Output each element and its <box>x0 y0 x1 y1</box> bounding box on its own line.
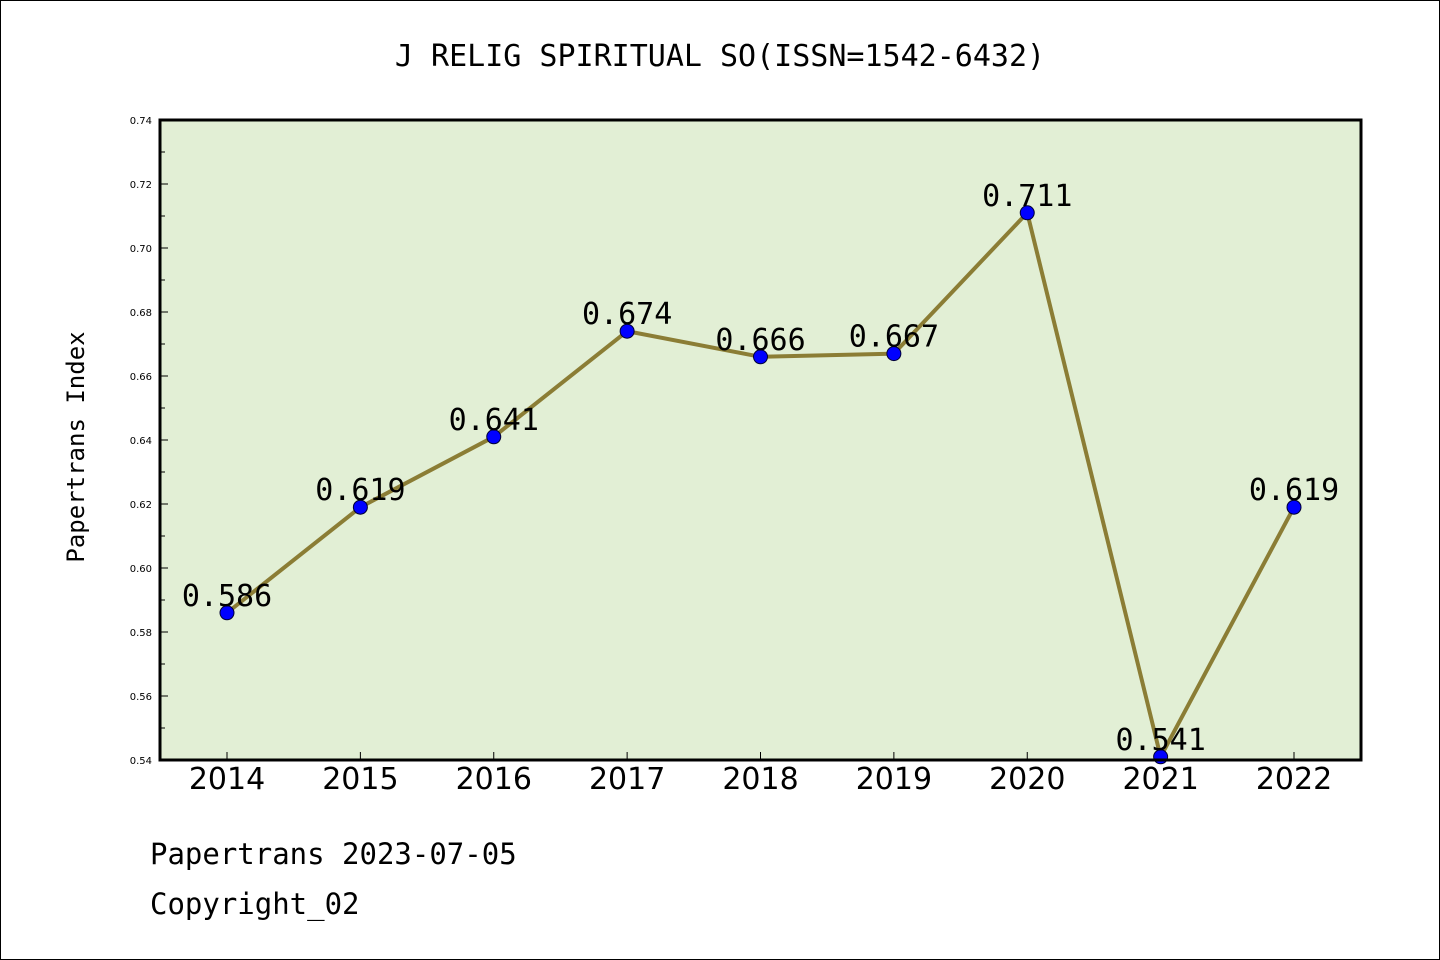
y-axis: 0.54 0.56 0.58 0.60 0.62 0.64 0.66 0.68 0.70 0.72… <box>130 116 168 767</box>
y-tick-label: 0.64 <box>130 436 152 447</box>
data-label: 0.619 <box>315 473 405 508</box>
y-tick-label: 0.74 <box>130 116 152 127</box>
data-point <box>1286 499 1302 515</box>
y-tick-label: 0.58 <box>130 628 152 639</box>
data-label: 0.641 <box>449 403 539 438</box>
x-tick-label: 2016 <box>456 762 532 797</box>
chart-title: J RELIG SPIRITUAL SO(ISSN=1542-6432) <box>395 39 1045 74</box>
footer-date: Papertrans 2023-07-05 <box>150 837 517 871</box>
data-label: 0.619 <box>1249 473 1339 508</box>
data-point <box>886 346 902 362</box>
y-tick-label: 0.66 <box>130 372 152 383</box>
x-tick-label: 2014 <box>189 762 265 797</box>
data-labels: 0.586 0.619 0.641 0.674 0.666 0.667 0.711 0.541… <box>182 179 1339 758</box>
y-tick-label: 0.62 <box>130 500 152 511</box>
footer-copyright: Copyright_02 <box>150 887 360 922</box>
data-point <box>219 605 235 621</box>
x-tick-label: 2020 <box>989 762 1065 797</box>
plot-border <box>158 118 1363 762</box>
data-point <box>1019 205 1035 221</box>
plot-area <box>160 120 1361 760</box>
x-tick-label: 2022 <box>1256 762 1332 797</box>
y-tick-label: 0.68 <box>130 308 152 319</box>
y-tick-label: 0.70 <box>130 244 152 255</box>
data-label: 0.666 <box>715 323 805 358</box>
y-axis-label: Papertrans Index <box>62 331 90 562</box>
data-label: 0.711 <box>982 179 1072 214</box>
x-tick-label: 2018 <box>722 762 798 797</box>
data-point <box>352 499 368 515</box>
y-tick-label: 0.54 <box>130 756 152 767</box>
y-tick-label: 0.72 <box>130 180 152 191</box>
x-tick-label: 2021 <box>1122 762 1198 797</box>
x-tick-label: 2019 <box>856 762 932 797</box>
x-tick-label: 2017 <box>589 762 665 797</box>
data-label: 0.667 <box>849 320 939 355</box>
x-axis: 2014 2015 2016 2017 2018 2019 2020 2021 2022 <box>189 752 1332 797</box>
data-label: 0.541 <box>1115 723 1205 758</box>
data-point <box>753 349 768 365</box>
y-tick-label: 0.56 <box>130 692 152 703</box>
y-tick-label: 0.60 <box>130 564 152 575</box>
data-label: 0.674 <box>582 297 672 332</box>
data-point <box>619 323 635 339</box>
data-point <box>486 429 502 445</box>
x-tick-label: 2015 <box>322 762 398 797</box>
data-label: 0.586 <box>182 579 272 614</box>
